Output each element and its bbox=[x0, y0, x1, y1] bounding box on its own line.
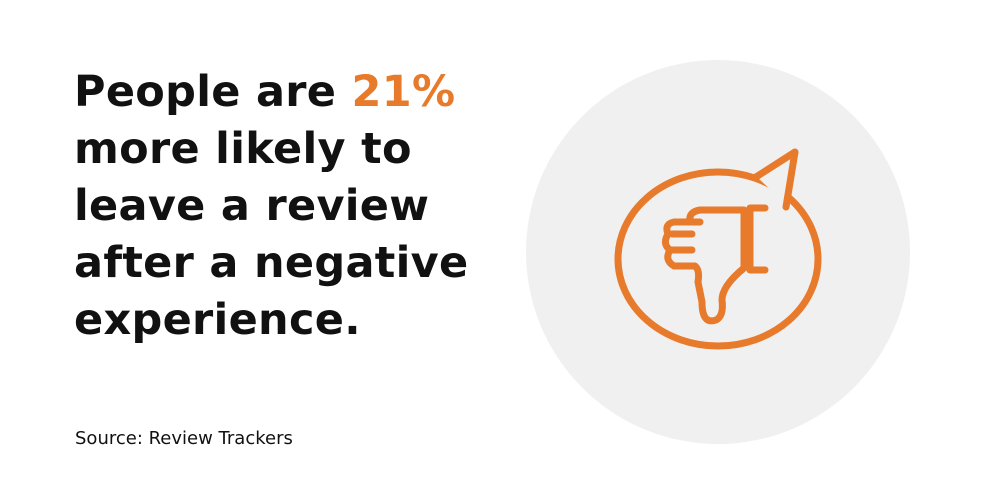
source-note: Source: Review Trackers bbox=[75, 428, 293, 449]
thumbs-down-icon bbox=[614, 148, 822, 350]
headline-lead: People are bbox=[74, 67, 337, 117]
headline-line: after a negative bbox=[74, 238, 469, 288]
headline-line: more likely to bbox=[74, 124, 412, 174]
headline-line: experience. bbox=[74, 295, 361, 345]
headline: People are 21% more likely to leave a re… bbox=[74, 64, 468, 349]
headline-line: leave a review bbox=[74, 181, 430, 231]
background-circle bbox=[526, 60, 910, 444]
headline-highlight: 21% bbox=[351, 67, 456, 117]
headline-line: People are 21% bbox=[74, 64, 468, 121]
